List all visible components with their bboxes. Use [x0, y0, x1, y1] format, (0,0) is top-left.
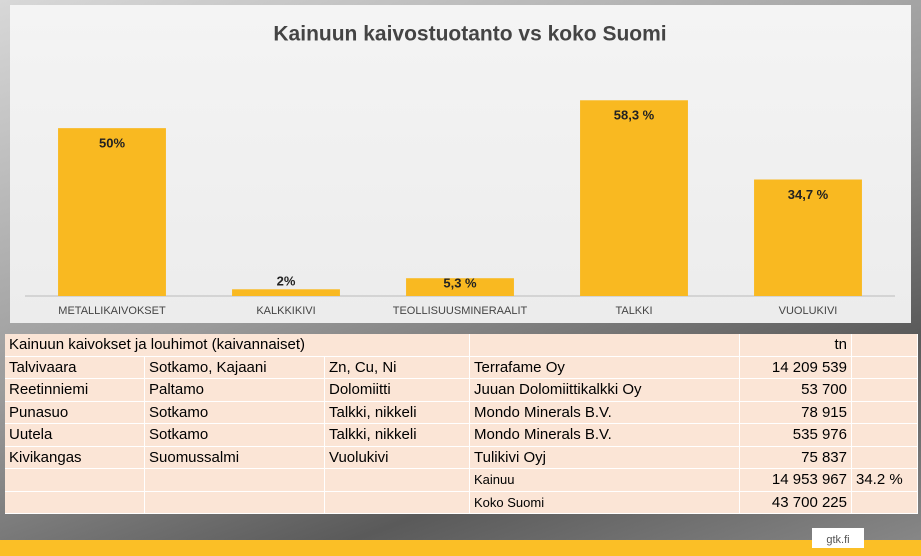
table-cell: Zn, Cu, Ni: [325, 357, 470, 380]
table-cell: Paltamo: [145, 379, 325, 402]
table-cell: Mondo Minerals B.V.: [470, 424, 740, 447]
table-cell: [852, 424, 918, 447]
table-title: Kainuun kaivokset ja louhimot (kaivannai…: [5, 334, 470, 357]
table-cell: [852, 379, 918, 402]
table-cell: [852, 357, 918, 380]
x-tick-label: TEOLLISUUSMINERAALIT: [393, 305, 528, 317]
table-cell: [145, 492, 325, 515]
table-cell: Sotkamo: [145, 424, 325, 447]
table-cell: Kainuu: [470, 469, 740, 492]
table-cell: [470, 334, 740, 357]
chart-title: Kainuun kaivostuotanto vs koko Suomi: [273, 23, 666, 46]
bar: [232, 289, 340, 296]
table-cell: 43 700 225: [740, 492, 852, 515]
x-tick-label: TALKKI: [615, 305, 652, 317]
table-cell: [852, 492, 918, 515]
table-cell: 53 700: [740, 379, 852, 402]
table-cell: [325, 492, 470, 515]
table-cell: Talvivaara: [5, 357, 145, 380]
value-label: 5,3 %: [443, 276, 477, 291]
table-cell: [5, 492, 145, 515]
table-cell: [852, 334, 918, 357]
value-label: 58,3 %: [614, 108, 655, 123]
table-cell: Kivikangas: [5, 447, 145, 470]
table-unit: tn: [740, 334, 852, 357]
table-cell: 535 976: [740, 424, 852, 447]
chart: Kainuun kaivostuotanto vs koko Suomi MET…: [0, 0, 921, 330]
x-tick-label: KALKKIKIVI: [256, 305, 315, 317]
x-tick-label: METALLIKAIVOKSET: [58, 305, 166, 317]
table-cell: Tulikivi Oyj: [470, 447, 740, 470]
table-cell: Punasuo: [5, 402, 145, 425]
table-cell: Mondo Minerals B.V.: [470, 402, 740, 425]
table-cell: Vuolukivi: [325, 447, 470, 470]
bar: [580, 100, 688, 296]
x-tick-label: VUOLUKIVI: [779, 305, 838, 317]
table-cell: 34.2 %: [852, 469, 918, 492]
table-cell: [852, 447, 918, 470]
value-label: 2%: [277, 274, 296, 289]
table-cell: [5, 469, 145, 492]
value-label: 34,7 %: [788, 187, 829, 202]
table-cell: Dolomiitti: [325, 379, 470, 402]
slide: Kainuun kaivostuotanto vs koko Suomi MET…: [0, 0, 921, 556]
table-cell: 75 837: [740, 447, 852, 470]
footer-site: gtk.fi: [812, 528, 864, 548]
table-cell: Koko Suomi: [470, 492, 740, 515]
table-cell: Uutela: [5, 424, 145, 447]
bar: [58, 128, 166, 296]
table-cell: Juuan Dolomiittikalkki Oy: [470, 379, 740, 402]
table-cell: 78 915: [740, 402, 852, 425]
table-cell: [325, 469, 470, 492]
table-cell: 14 953 967: [740, 469, 852, 492]
table-cell: Sotkamo, Kajaani: [145, 357, 325, 380]
table-cell: Reetinniemi: [5, 379, 145, 402]
table-cell: Suomussalmi: [145, 447, 325, 470]
table-cell: [852, 402, 918, 425]
table-cell: 14 209 539: [740, 357, 852, 380]
table-cell: Talkki, nikkeli: [325, 424, 470, 447]
table-cell: Talkki, nikkeli: [325, 402, 470, 425]
table-cell: Terrafame Oy: [470, 357, 740, 380]
table-cell: Sotkamo: [145, 402, 325, 425]
value-label: 50%: [99, 136, 125, 151]
table-cell: [145, 469, 325, 492]
footer-band: [0, 540, 921, 556]
